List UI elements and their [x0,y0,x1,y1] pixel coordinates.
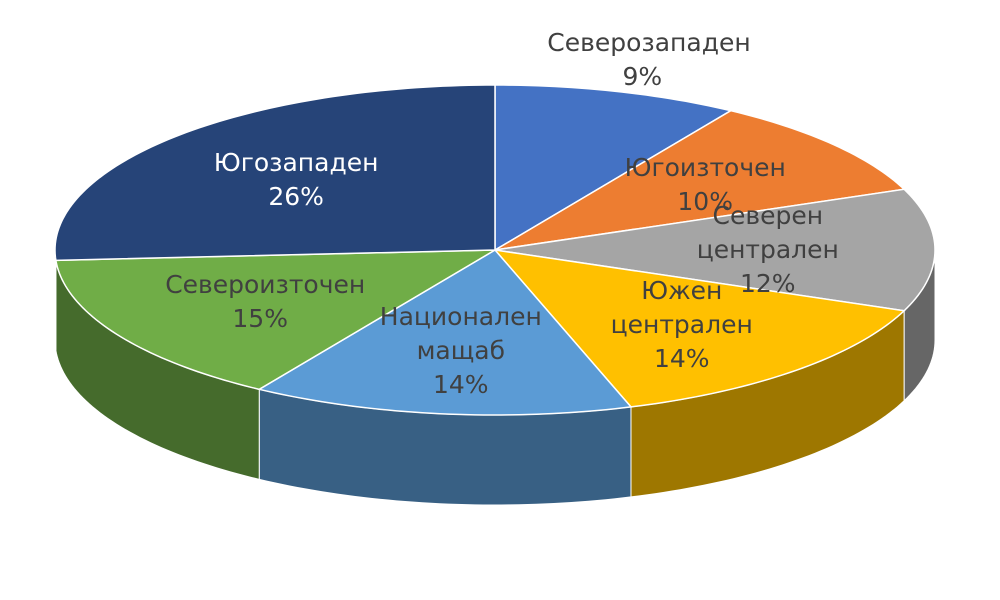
category-label: Северозападен [547,27,751,57]
category-label: Североизточен [165,270,366,300]
category-label: Северен централен [696,201,839,264]
value-label: 14% [653,343,710,373]
value-label: 26% [268,181,324,211]
slice-side [54,249,57,351]
category-label: Югозападен [213,147,379,177]
slice [494,109,906,251]
slice [54,84,496,262]
slice-label: Национален мащаб 14% [366,300,556,402]
slice [54,249,498,391]
value-label: 12% [740,269,796,298]
slice [257,249,633,416]
category-label: Национален мащаб [379,302,542,366]
value-label: 15% [232,304,288,334]
slice-label: Югозападен 26% [201,146,391,214]
slice-label: Северен централен 12% [673,199,863,301]
category-label: Южен централен [610,275,753,339]
slice-label: Северозападен 9% [547,26,751,94]
slice-label: Североизточен 15% [165,268,366,336]
slice [494,188,936,312]
value-label: 9% [622,61,663,91]
slice-label: Южен централен 14% [587,274,777,376]
category-label: Югоизточен [624,152,786,182]
value-label: 14% [433,370,489,400]
slice-label: Югоизточен 10% [610,151,800,219]
value-label: 10% [677,186,733,216]
slice [494,84,733,252]
